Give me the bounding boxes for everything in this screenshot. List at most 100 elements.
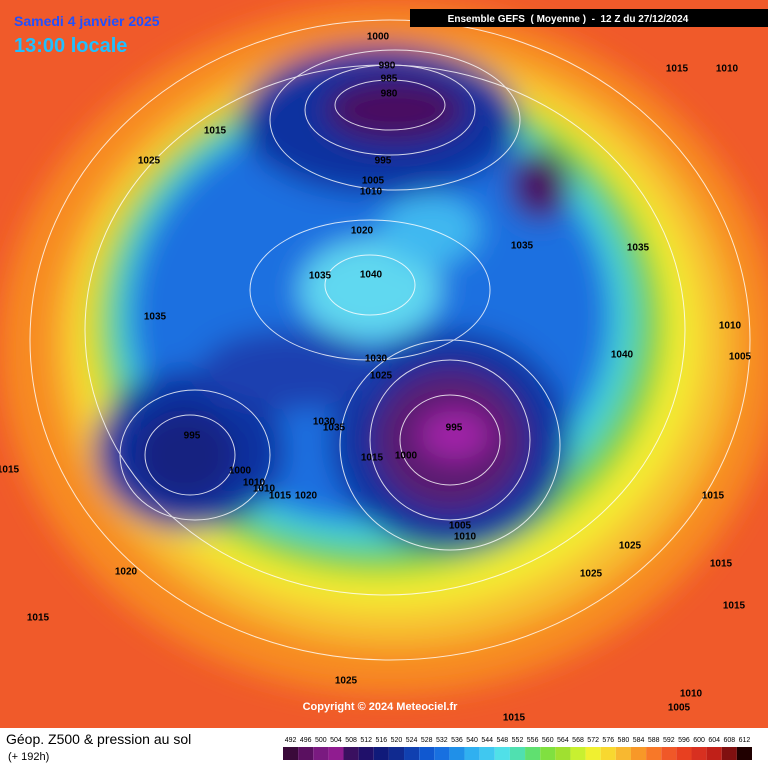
scale-label: 496 [300,737,312,744]
isobar-label: 1035 [627,243,650,254]
scale-cell [706,747,722,760]
isobar-label: 1010 [253,484,276,495]
scale-label: 512 [360,737,372,744]
isobar-label: 1025 [335,676,358,687]
scale-label: 504 [330,737,342,744]
isobar-label: 1020 [115,567,138,578]
scale-cell [630,747,647,760]
scale-label: 516 [375,737,387,744]
scale-cell [721,747,737,760]
isobar-label: 995 [446,423,463,434]
scale-label: 500 [315,737,327,744]
isobar-label: 1025 [138,156,161,167]
isobar-label: 1005 [362,176,385,187]
scale-cell [540,747,556,760]
scale-label: 524 [406,737,418,744]
scale-cell [373,747,389,760]
isobar-label: 1015 [503,713,526,724]
scale-label: 492 [285,737,297,744]
scale-label: 520 [391,737,403,744]
scale-label: 608 [723,737,735,744]
scale-cell [328,747,344,760]
scale-label: 560 [542,737,554,744]
isobar-label: 1000 [395,451,418,462]
isobar-label: 1015 [269,491,292,502]
isobar-label: 1005 [668,703,691,714]
scale-label: 536 [451,737,463,744]
isobar-label: 1000 [229,466,252,477]
isobar-label: 995 [184,431,201,442]
isobar-label: 1010 [680,689,703,700]
isobar-label: 1015 [361,453,384,464]
scale-label: 604 [708,737,720,744]
isobar-label: 1010 [360,187,383,198]
scale-cell [494,747,510,760]
isobar-label: 1030 [365,354,388,365]
scale-cell [479,747,495,760]
scale-label: 588 [648,737,660,744]
isobar-label: 1015 [27,613,50,624]
scale-cell [343,747,359,760]
isobar-label: 1025 [370,371,393,382]
geopotential-field [0,5,768,695]
scale-label: 544 [481,737,493,744]
scale-cell [404,747,420,760]
scale-cell [555,747,571,760]
scale-label: 564 [557,737,569,744]
isobar-label: 1025 [580,569,603,580]
isobar-label: 1025 [619,541,642,552]
scale-cell [691,747,707,760]
time: 13:00 locale [14,35,127,57]
scale-cell [419,747,435,760]
scale-label: 540 [466,737,478,744]
isobar-label: 1010 [716,64,739,75]
scale-label: 508 [345,737,357,744]
isobar-label: 1020 [295,491,318,502]
scale-cell [585,747,601,760]
scale-cell [449,747,465,760]
scale-cell [615,747,631,760]
scale-cell [525,747,541,760]
isobar-label: 1020 [351,226,374,237]
isobar-label: 1000 [367,32,390,43]
scale-label: 576 [602,737,614,744]
isobar-label: 1015 [702,491,725,502]
isobars [29,19,751,661]
model-box [410,9,768,27]
isobar-label: 985 [381,74,398,85]
isobar-label: 1035 [323,423,346,434]
isobar-label: 1035 [309,271,332,282]
scale-label: 528 [421,737,433,744]
isobar-label: 1015 [0,465,20,476]
isobar-label: 1040 [360,270,383,281]
isobar-label: 995 [375,156,392,167]
isobar-label: 990 [379,61,396,72]
isobar-label: 1035 [144,312,167,323]
isobar-label: 980 [381,89,398,100]
scale-label: 532 [436,737,448,744]
isobar-label: 1035 [511,241,534,252]
scale-cell [434,747,450,760]
isobar-label: 1015 [710,559,733,570]
scale-cell [464,747,480,760]
scale-cell [388,747,405,760]
copyright: Copyright © 2024 Meteociel.fr [303,701,459,713]
scale-cell [600,747,616,760]
scale-cell [509,747,526,760]
scale-label: 552 [512,737,524,744]
scale-label: 556 [527,737,539,744]
scale-label: 596 [678,737,690,744]
scale-label: 572 [587,737,599,744]
isobar-label: 1015 [204,126,227,137]
scale-label: 548 [497,737,509,744]
isobar-label: 1010 [243,478,266,489]
isobar-label: 1040 [611,350,634,361]
model: Ensemble GEFS ( Moyenne ) - 12 Z du 27/1… [448,14,689,25]
scale-cell [298,747,314,760]
scale-cell [283,747,299,760]
scale-cell [313,747,329,760]
scale-cell [736,747,752,760]
scale-cell [661,747,677,760]
